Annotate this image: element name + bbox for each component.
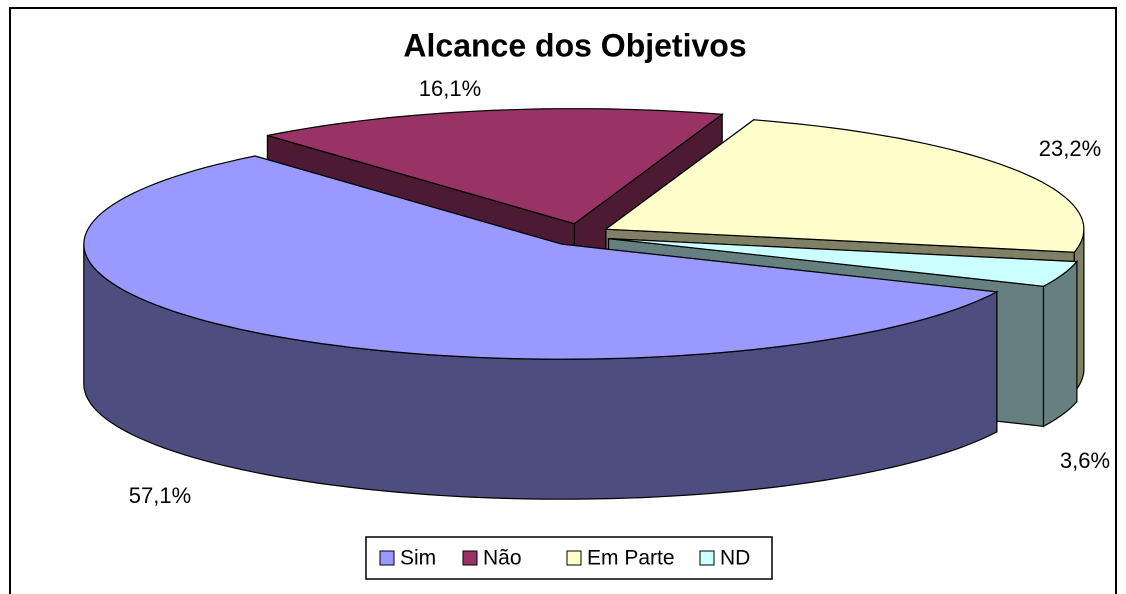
pie bbox=[83, 108, 1085, 500]
legend-swatch bbox=[566, 550, 582, 566]
slice-wall bbox=[1042, 260, 1078, 428]
slice-top bbox=[83, 155, 999, 360]
legend-swatch bbox=[699, 550, 715, 566]
pie-slice bbox=[83, 155, 999, 500]
legend-items: Sim Não Em Parte ND bbox=[379, 547, 750, 570]
data-label: 16,1% bbox=[419, 76, 481, 101]
slice-top bbox=[604, 119, 1085, 253]
legend-label: Em Parte bbox=[587, 547, 675, 570]
data-label: 57,1% bbox=[129, 483, 191, 508]
slice-top bbox=[608, 238, 1079, 287]
legend-label: ND bbox=[720, 547, 750, 570]
legend-label: Sim bbox=[400, 547, 436, 570]
data-label: 23,2% bbox=[1039, 136, 1101, 161]
legend-swatch bbox=[462, 550, 478, 566]
slice-top bbox=[267, 108, 724, 225]
legend-label: Não bbox=[483, 547, 522, 570]
data-label: 3,6% bbox=[1060, 448, 1110, 473]
legend-swatch bbox=[379, 550, 395, 566]
chart-title: Alcance dos Objetivos bbox=[403, 27, 746, 63]
data-labels: 57,1% 16,1% 23,2% 3,6% bbox=[129, 76, 1110, 508]
